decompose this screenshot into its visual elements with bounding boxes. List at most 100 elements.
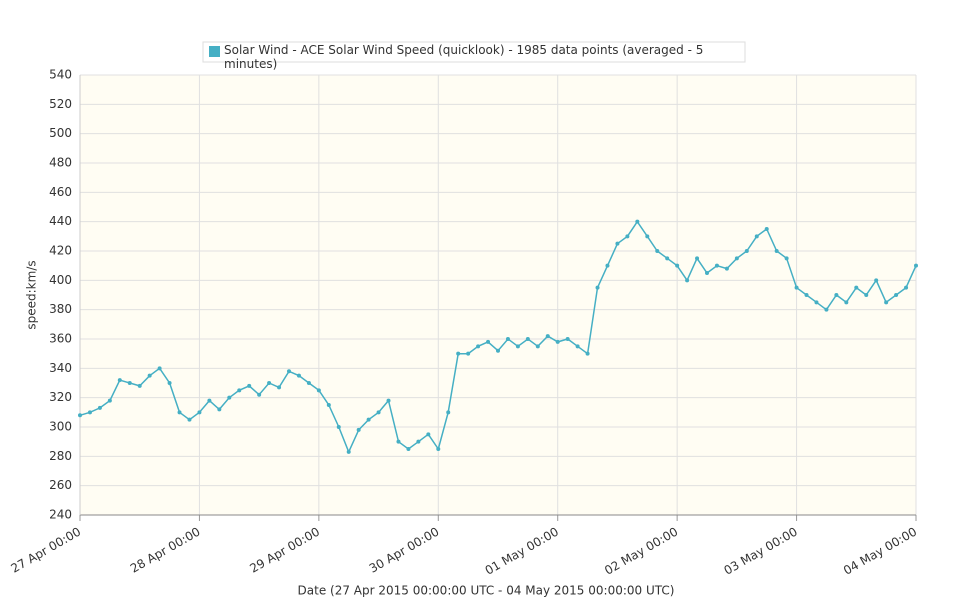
data-point bbox=[864, 293, 869, 297]
data-point bbox=[287, 369, 291, 374]
y-tick-label: 420 bbox=[49, 244, 72, 258]
data-point bbox=[525, 337, 530, 341]
data-point bbox=[187, 417, 192, 422]
data-point bbox=[724, 266, 729, 271]
data-point bbox=[705, 271, 709, 275]
data-point bbox=[834, 293, 839, 297]
data-point bbox=[446, 410, 451, 415]
data-point bbox=[635, 219, 640, 224]
data-point bbox=[575, 344, 580, 349]
x-tick-label: 03 May 00:00 bbox=[722, 525, 800, 578]
y-tick-label: 520 bbox=[49, 97, 72, 111]
data-point bbox=[167, 381, 172, 385]
data-point bbox=[127, 381, 132, 385]
y-tick-label: 460 bbox=[49, 185, 72, 199]
legend[interactable]: Solar Wind - ACE Solar Wind Speed (quick… bbox=[202, 41, 746, 77]
x-axis-title: Date (27 Apr 2015 00:00:00 UTC - 04 May … bbox=[298, 584, 675, 598]
data-point bbox=[277, 385, 282, 390]
y-tick-label: 360 bbox=[49, 332, 72, 346]
data-point bbox=[356, 427, 361, 432]
data-point bbox=[336, 425, 341, 429]
data-point bbox=[416, 439, 421, 444]
data-point bbox=[197, 410, 202, 415]
data-point bbox=[456, 351, 461, 356]
data-point bbox=[515, 344, 520, 349]
x-tick-label: 02 May 00:00 bbox=[602, 525, 680, 578]
data-point bbox=[137, 383, 142, 388]
y-tick-label: 400 bbox=[49, 273, 72, 287]
data-point bbox=[147, 373, 152, 378]
data-point bbox=[714, 263, 719, 268]
data-point bbox=[894, 293, 899, 297]
data-point bbox=[665, 256, 670, 261]
data-point bbox=[884, 300, 889, 305]
data-point bbox=[794, 285, 799, 290]
data-point bbox=[78, 413, 82, 418]
data-point bbox=[734, 256, 739, 261]
data-point bbox=[157, 366, 162, 371]
data-point bbox=[386, 398, 391, 403]
data-point bbox=[366, 417, 371, 422]
data-point bbox=[376, 410, 381, 415]
data-point bbox=[396, 439, 401, 444]
legend-label: Solar Wind - ACE Solar Wind Speed (quick… bbox=[224, 43, 704, 71]
data-point bbox=[237, 388, 242, 393]
data-point bbox=[784, 256, 789, 261]
data-point bbox=[874, 278, 879, 283]
y-axis-title: speed:km/s bbox=[25, 260, 39, 329]
data-point bbox=[257, 392, 262, 397]
data-point bbox=[645, 234, 650, 239]
data-point bbox=[804, 293, 809, 297]
data-point bbox=[486, 339, 491, 344]
data-point bbox=[316, 388, 321, 393]
data-point bbox=[655, 249, 660, 253]
y-tick-label: 260 bbox=[49, 478, 72, 492]
data-point bbox=[545, 334, 550, 339]
y-tick-label: 340 bbox=[49, 361, 72, 375]
data-point bbox=[615, 241, 620, 246]
data-point bbox=[227, 395, 232, 400]
data-point bbox=[675, 263, 680, 268]
y-tick-label: 380 bbox=[49, 302, 72, 316]
data-point bbox=[117, 378, 122, 383]
data-point bbox=[217, 407, 222, 412]
data-point bbox=[496, 348, 500, 353]
data-point bbox=[555, 339, 560, 344]
data-point bbox=[466, 351, 471, 356]
data-point bbox=[97, 405, 102, 410]
data-point bbox=[814, 300, 819, 305]
data-point bbox=[296, 373, 301, 378]
y-tick-label: 300 bbox=[49, 420, 72, 434]
data-point bbox=[854, 285, 859, 290]
data-point bbox=[754, 234, 759, 239]
data-point bbox=[625, 234, 630, 239]
y-tick-label: 240 bbox=[49, 508, 72, 522]
y-tick-label: 500 bbox=[49, 126, 72, 140]
legend-box bbox=[202, 41, 746, 63]
data-point bbox=[824, 307, 829, 312]
data-point bbox=[426, 432, 431, 437]
data-point bbox=[306, 381, 311, 385]
data-point bbox=[535, 344, 540, 349]
data-point bbox=[565, 337, 570, 341]
data-point bbox=[844, 300, 849, 305]
legend-swatch bbox=[209, 46, 220, 57]
plot-area bbox=[80, 75, 916, 515]
data-point bbox=[406, 447, 411, 451]
x-tick-label: 04 May 00:00 bbox=[841, 525, 919, 578]
data-point bbox=[744, 249, 749, 253]
data-point bbox=[505, 337, 510, 341]
data-point bbox=[267, 381, 272, 385]
data-point bbox=[107, 398, 112, 403]
data-point bbox=[346, 449, 351, 454]
data-point bbox=[904, 285, 909, 290]
data-point bbox=[605, 263, 610, 268]
data-point bbox=[764, 227, 769, 231]
data-point bbox=[914, 263, 918, 268]
x-tick-label: 27 Apr 00:00 bbox=[8, 525, 83, 576]
data-point bbox=[585, 351, 590, 356]
data-point bbox=[685, 278, 690, 283]
x-tick-label: 30 Apr 00:00 bbox=[367, 525, 442, 576]
y-tick-label: 280 bbox=[49, 449, 72, 463]
